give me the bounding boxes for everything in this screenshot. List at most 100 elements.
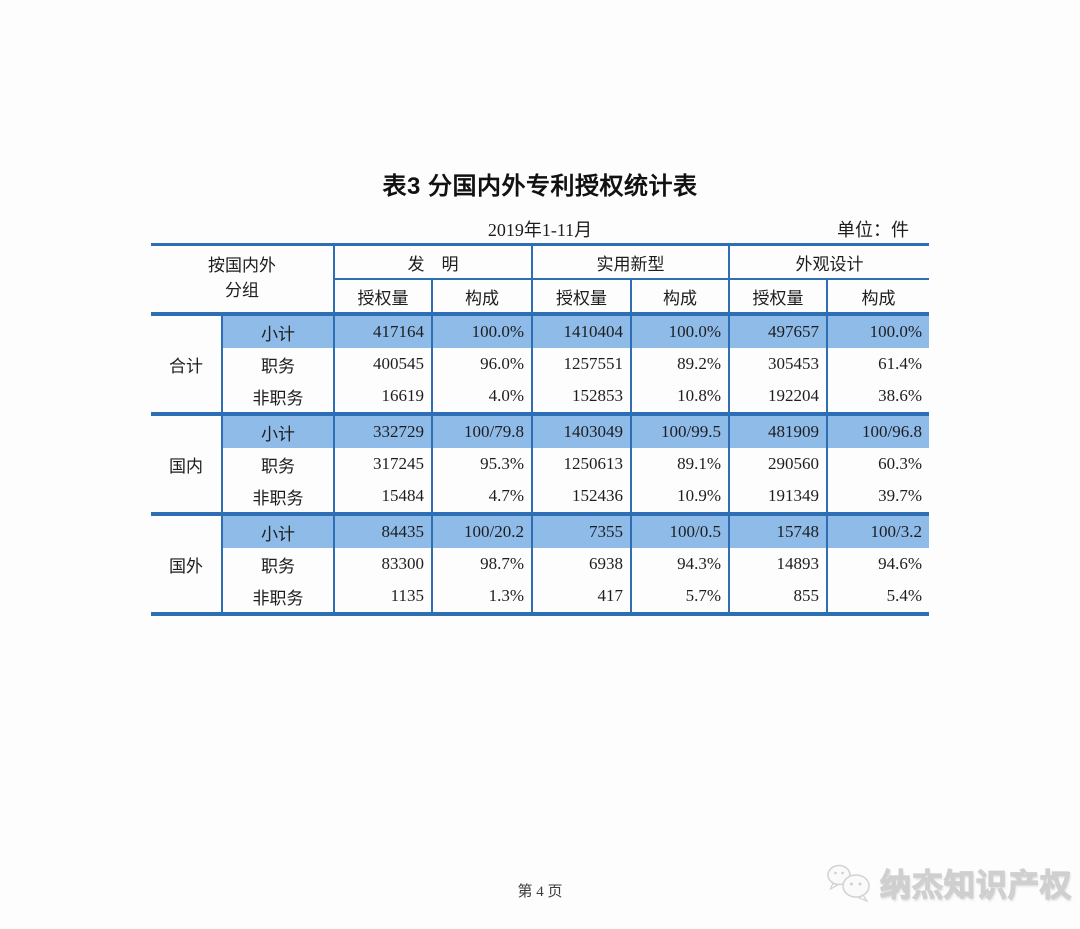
data-cell: 14893: [728, 548, 828, 580]
col-group-invention: 发 明: [333, 244, 533, 280]
data-cell: 6938: [531, 548, 632, 580]
column-group-header-row: 按国内外 分组 发 明 实用新型 外观设计: [151, 244, 929, 315]
row-type-label: 小计: [221, 414, 335, 448]
data-cell: 5.4%: [826, 580, 929, 614]
row-type-label: 职务: [222, 448, 335, 480]
period-label: 2019年1-11月: [487, 220, 593, 240]
subheader-composition: 构成: [431, 279, 533, 314]
col-group-design: 外观设计: [728, 244, 929, 280]
data-cell: 1135: [333, 580, 433, 614]
data-cell: 305453: [728, 348, 828, 380]
table-row: 合计 小计 417164 100.0% 1410404 100.0% 497657 100.0…: [151, 314, 929, 414]
data-cell: 152436: [531, 480, 632, 514]
data-cell: 84435: [333, 514, 433, 548]
data-cell: 94.3%: [630, 548, 730, 580]
subheader-grant-count: 授权量: [728, 279, 828, 314]
document-page: 表3 分国内外专利授权统计表 2019年1-11月 单位：件 按国内外 分组 发…: [0, 166, 1080, 904]
subheader-grant-count: 授权量: [531, 279, 632, 314]
row-group-label: 国外: [151, 514, 223, 614]
data-cell: 10.8%: [630, 380, 730, 414]
row-type-label: 非职务: [222, 380, 335, 414]
data-cell: 100/79.8: [431, 414, 533, 448]
data-cell: 61.4%: [826, 348, 929, 380]
table-meta-row: 2019年1-11月 单位：件: [151, 216, 929, 241]
data-cell: 5.7%: [630, 580, 730, 614]
sub-header-row: 授权量 构成 授权量 构成 授权量 构成: [151, 279, 929, 314]
data-cell: 4.0%: [431, 380, 533, 414]
table-row-group: 合计 小计 417164 100.0% 1410404 100.0% 497657 100.0…: [151, 314, 929, 414]
data-cell: 400545: [333, 348, 433, 380]
data-cell: 152853: [531, 380, 632, 414]
data-cell: 417: [531, 580, 632, 614]
watermark: 纳杰知识产权: [826, 860, 1072, 905]
table-row: 非职务 15484 4.7% 152436 10.9% 191349 39.7%: [151, 480, 929, 514]
col-group-utility-model: 实用新型: [531, 244, 730, 280]
data-cell: 1257551: [531, 348, 632, 380]
data-cell: 1403049: [531, 414, 632, 448]
data-cell: 10.9%: [630, 480, 730, 514]
table-row-group: 国内 小计 332729 100/79.8 1403049 100/99.5 481909 1…: [151, 414, 929, 514]
row-type-label: 小计: [221, 514, 335, 548]
data-cell: 290560: [728, 448, 828, 480]
data-cell: 89.1%: [630, 448, 730, 480]
table-row: 职务 317245 95.3% 1250613 89.1% 290560 60.3%: [151, 448, 929, 480]
data-cell: 1410404: [531, 314, 632, 348]
data-cell: 100/99.5: [630, 414, 730, 448]
data-cell: 89.2%: [630, 348, 730, 380]
table-row: 职务 83300 98.7% 6938 94.3% 14893 94.6%: [151, 548, 929, 580]
row-type-label: 非职务: [222, 480, 335, 514]
table-header: 按国内外 分组 发 明 实用新型 外观设计 授权量 构成 授权量 构成 授权量 …: [151, 244, 929, 315]
row-group-header: 按国内外 分组: [151, 244, 335, 315]
data-cell: 191349: [728, 480, 828, 514]
data-cell: 100/0.5: [630, 514, 730, 548]
data-cell: 38.6%: [826, 380, 929, 414]
subheader-grant-count: 授权量: [334, 279, 433, 314]
data-cell: 100.0%: [630, 314, 730, 348]
data-cell: 100/20.2: [431, 514, 533, 548]
table-row: 国内 小计 332729 100/79.8 1403049 100/99.5 481909 1…: [151, 414, 929, 514]
data-cell: 96.0%: [431, 348, 533, 380]
data-cell: 192204: [728, 380, 828, 414]
data-cell: 417164: [333, 314, 433, 348]
table-row: 非职务 1135 1.3% 417 5.7% 855 5.4%: [151, 580, 929, 614]
row-group-label: 合计: [151, 314, 223, 414]
data-cell: 16619: [333, 380, 433, 414]
data-cell: 317245: [333, 448, 433, 480]
row-type-label: 小计: [221, 314, 335, 348]
unit-label: 单位：件: [837, 220, 909, 240]
data-cell: 15748: [728, 514, 828, 548]
subheader-composition: 构成: [630, 279, 730, 314]
table-row: 国外 小计 84435 100/20.2 7355 100/0.5 15748 100/3.2: [151, 514, 929, 614]
row-group-header-line2: 分组: [225, 281, 259, 300]
chat-bubbles-logo-icon: [827, 864, 870, 902]
data-cell: 100.0%: [431, 314, 533, 348]
data-cell: 4.7%: [431, 480, 533, 514]
data-cell: 15484: [333, 480, 433, 514]
data-cell: 1.3%: [431, 580, 533, 614]
data-cell: 497657: [728, 314, 828, 348]
data-cell: 7355: [531, 514, 632, 548]
row-type-label: 职务: [222, 348, 335, 380]
watermark-text: 纳杰知识产权: [879, 867, 1072, 903]
data-cell: 39.7%: [826, 480, 929, 514]
data-cell: 98.7%: [431, 548, 533, 580]
table-row: 职务 400545 96.0% 1257551 89.2% 305453 61.4%: [151, 348, 929, 380]
data-cell: 855: [728, 580, 828, 614]
row-type-label: 职务: [222, 548, 335, 580]
data-cell: 60.3%: [826, 448, 929, 480]
data-cell: 100/3.2: [826, 514, 929, 548]
patent-grant-table: 按国内外 分组 发 明 实用新型 外观设计 授权量 构成 授权量 构成 授权量 …: [151, 243, 929, 616]
data-cell: 83300: [333, 548, 433, 580]
data-cell: 94.6%: [826, 548, 929, 580]
data-cell: 1250613: [531, 448, 632, 480]
data-cell: 481909: [728, 414, 828, 448]
row-group-label: 国内: [151, 414, 223, 514]
data-cell: 100.0%: [826, 314, 929, 348]
row-group-header-line1: 按国内外: [208, 256, 276, 276]
data-cell: 332729: [333, 414, 433, 448]
data-cell: 95.3%: [431, 448, 533, 480]
table-title: 表3 分国内外专利授权统计表: [382, 173, 698, 200]
subheader-composition: 构成: [826, 279, 929, 314]
row-type-label: 非职务: [222, 580, 335, 614]
table-row: 非职务 16619 4.0% 152853 10.8% 192204 38.6%: [151, 380, 929, 414]
